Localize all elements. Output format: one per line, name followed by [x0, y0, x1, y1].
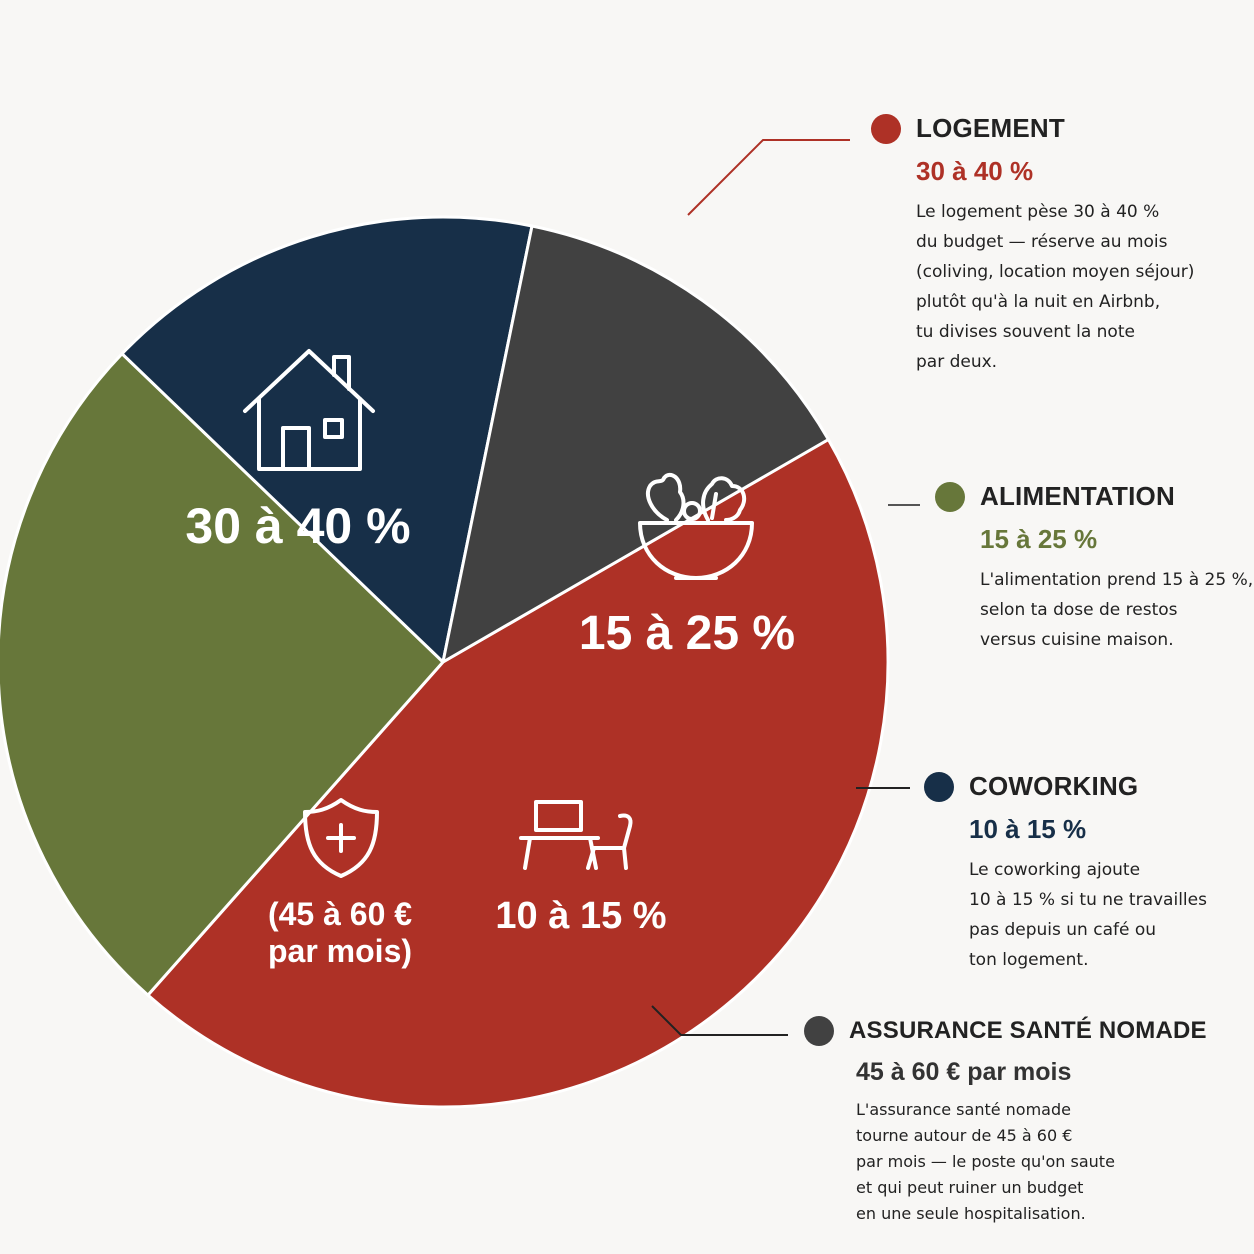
- desc-line: du budget — réserve au mois: [916, 232, 1168, 252]
- legend-dot-logement: [871, 113, 901, 144]
- legend-title: ALIMENTATION: [980, 481, 1175, 511]
- legend-title: ASSURANCE SANTÉ NOMADE: [849, 1017, 1207, 1044]
- legend-description: Le coworking ajoute 10 à 15 % si tu ne t…: [969, 855, 1207, 975]
- desc-line: pas depuis un café ou: [969, 920, 1157, 940]
- pie-slice-alimentation: [0, 352, 445, 997]
- slice-label-assurance-line2: par mois): [268, 933, 412, 969]
- desc-line: L'assurance santé nomade: [856, 1100, 1071, 1119]
- legend-range: 30 à 40 %: [916, 156, 1034, 186]
- desc-line: en une seule hospitalisation.: [856, 1204, 1086, 1223]
- legend-alimentation: ALIMENTATION 15 à 25 % L'alimentation pr…: [935, 481, 1253, 655]
- desc-line: par mois — le poste qu'on saute: [856, 1152, 1115, 1171]
- legend-description: Le logement pèse 30 à 40 % du budget — r…: [916, 197, 1194, 377]
- desc-line: versus cuisine maison.: [980, 630, 1174, 650]
- slice-icons: [243, 349, 754, 878]
- desc-line: plutôt qu'à la nuit en Airbnb,: [916, 292, 1161, 312]
- legend-dot-coworking: [924, 771, 954, 802]
- connector-logement: [687, 139, 850, 216]
- legend-logement: LOGEMENT 30 à 40 % Le logement pèse 30 à…: [871, 113, 1194, 377]
- legend-range: 10 à 15 %: [969, 814, 1087, 844]
- legend-description: L'alimentation prend 15 à 25 %, selon ta…: [980, 565, 1253, 655]
- desc-line: 10 à 15 % si tu ne travailles: [969, 890, 1207, 910]
- pie-slice-coworking: [120, 215, 534, 664]
- desc-line: selon ta dose de restos: [980, 600, 1178, 620]
- pie-slice-logement: [146, 438, 890, 1109]
- salad-bowl-icon: [638, 472, 754, 580]
- desc-line: L'alimentation prend 15 à 25 %,: [980, 570, 1254, 590]
- slice-label-logement: 30 à 40 %: [185, 498, 410, 554]
- legend-dot-assurance: [804, 1016, 834, 1046]
- desc-line: (coliving, location moyen séjour): [916, 262, 1195, 282]
- slice-label-alimentation: 15 à 25 %: [579, 607, 795, 660]
- legend-connectors: [651, 139, 920, 1036]
- desc-line: Le coworking ajoute: [969, 860, 1141, 880]
- desc-line: ton logement.: [969, 950, 1089, 970]
- slice-label-coworking: 10 à 15 %: [495, 895, 666, 937]
- legend-description: L'assurance santé nomade tourne autour d…: [856, 1097, 1207, 1227]
- slice-label-assurance-line1: (45 à 60 €: [268, 896, 412, 932]
- desk-chair-icon: [519, 800, 633, 870]
- legend-coworking: COWORKING 10 à 15 % Le coworking ajoute …: [924, 771, 1207, 975]
- pie-slice-assurance: [441, 224, 830, 664]
- health-shield-icon: [303, 798, 379, 878]
- legend-title: COWORKING: [969, 771, 1139, 801]
- desc-line: Le logement pèse 30 à 40 %: [916, 202, 1160, 222]
- desc-line: par deux.: [916, 352, 998, 372]
- legend-range: 45 à 60 € par mois: [856, 1058, 1072, 1086]
- legend-title: LOGEMENT: [916, 113, 1065, 143]
- pie-slices: [0, 215, 890, 1109]
- desc-line: tu divises souvent la note: [916, 322, 1135, 342]
- desc-line: et qui peut ruiner un budget: [856, 1178, 1084, 1197]
- connector-assurance: [651, 1005, 788, 1036]
- desc-line: tourne autour de 45 à 60 €: [856, 1126, 1073, 1145]
- legend-assurance: ASSURANCE SANTÉ NOMADE 45 à 60 € par moi…: [804, 1016, 1207, 1227]
- legend-range: 15 à 25 %: [980, 524, 1098, 554]
- house-icon: [243, 349, 375, 471]
- slice-labels: 30 à 40 % 15 à 25 % 10 à 15 % (45 à 60 €…: [185, 498, 795, 969]
- legend-dot-alimentation: [935, 481, 965, 512]
